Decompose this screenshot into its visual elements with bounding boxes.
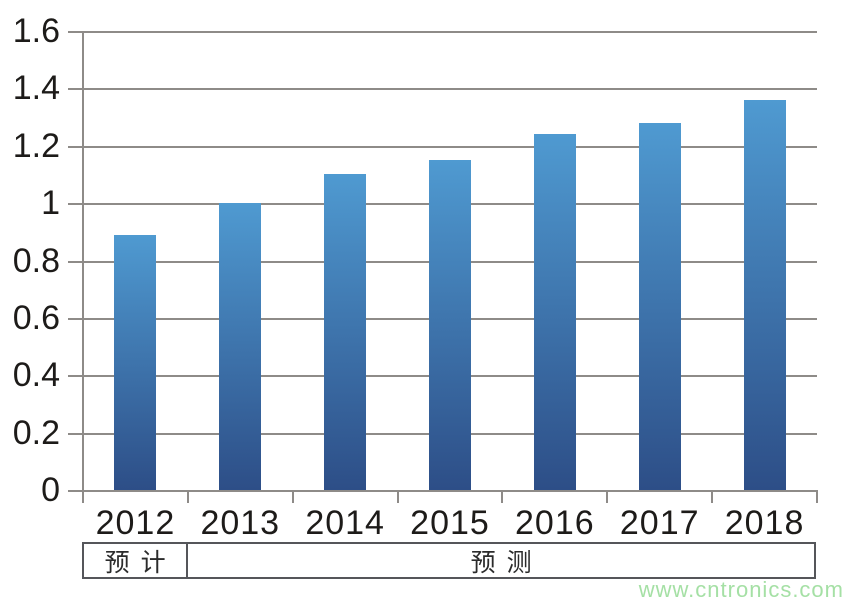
y-tick-label: 0.6: [12, 298, 60, 337]
y-tick-label: 0.8: [12, 241, 60, 280]
x-tick-label: 2018: [724, 504, 805, 542]
annotation-cell: 预测: [470, 548, 543, 577]
x-tick-label: 2016: [515, 504, 595, 542]
bar: [638, 122, 681, 490]
bar: [324, 174, 367, 490]
bar: [743, 99, 786, 490]
x-tick-label: 2012: [95, 504, 176, 542]
bar: [429, 160, 471, 490]
x-tick-label: 2015: [410, 504, 490, 542]
annotation-cell: 预计: [84, 544, 189, 577]
y-tick-label: 1.6: [12, 12, 60, 50]
category-boundary-tick: [291, 490, 294, 503]
y-tick-label: 0.4: [12, 356, 60, 395]
y-tick-label: 1.2: [12, 126, 60, 165]
category-boundary-tick: [186, 490, 189, 503]
plot-area: [68, 31, 818, 503]
x-tick-label: 2014: [305, 504, 385, 542]
x-tick-label: 2017: [619, 504, 700, 542]
bar: [114, 234, 157, 490]
category-boundary-tick: [82, 490, 84, 503]
bar: [533, 134, 576, 490]
watermark: www.cntronics.com: [638, 577, 844, 602]
y-tick-label: 1: [41, 184, 60, 223]
gridline: [68, 490, 817, 492]
category-boundary-tick: [396, 490, 399, 503]
category-boundary-tick: [606, 490, 609, 503]
gridline: [68, 88, 817, 91]
y-axis-line: [82, 31, 84, 503]
category-boundary-tick: [501, 490, 504, 503]
y-tick-label: 0.2: [12, 413, 60, 452]
category-boundary-tick: [816, 490, 818, 503]
gridline: [68, 31, 817, 33]
annotation-table: 预计 预测: [82, 542, 816, 579]
x-tick-label: 2013: [200, 504, 281, 542]
gridline: [68, 145, 817, 148]
bar: [219, 203, 262, 490]
y-tick-label: 1.4: [12, 69, 60, 108]
y-tick-label: 0: [41, 471, 60, 509]
category-boundary-tick: [711, 490, 714, 503]
